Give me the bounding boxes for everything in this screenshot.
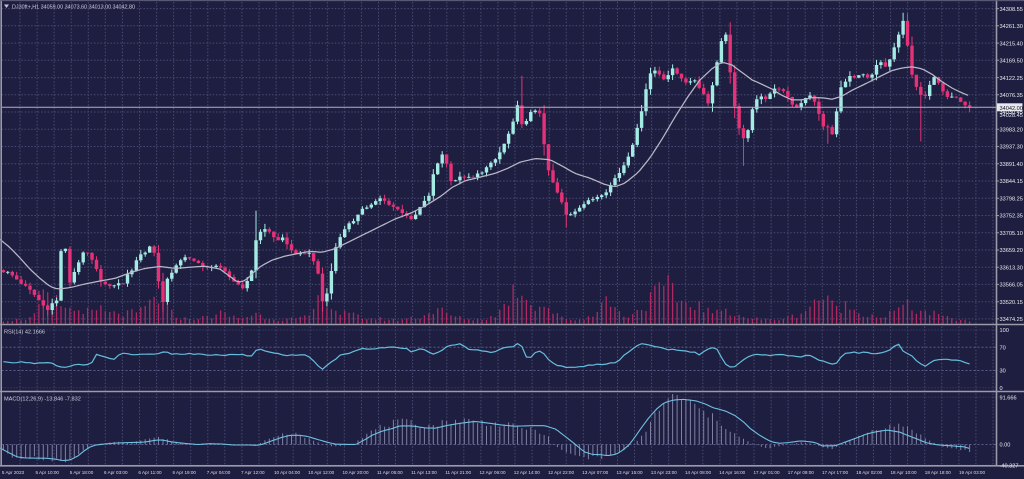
svg-text:33566.05: 33566.05 — [1000, 283, 1023, 289]
svg-text:33844.15: 33844.15 — [1000, 179, 1023, 185]
svg-text:34169.50: 34169.50 — [1000, 59, 1023, 65]
svg-text:33474.25: 33474.25 — [1000, 317, 1023, 323]
svg-text:33659.20: 33659.20 — [1000, 248, 1023, 254]
svg-text:5 Apr 18:00: 5 Apr 18:00 — [70, 470, 94, 475]
svg-text:34076.35: 34076.35 — [1000, 93, 1023, 99]
svg-text:10 Apr 20:00: 10 Apr 20:00 — [342, 470, 368, 475]
svg-text:19 Apr 03:00: 19 Apr 03:00 — [959, 470, 985, 475]
svg-text:13 Apr 07:00: 13 Apr 07:00 — [582, 470, 608, 475]
svg-text:-40.327: -40.327 — [1000, 464, 1019, 470]
svg-text:10 Apr 04:00: 10 Apr 04:00 — [274, 470, 300, 475]
svg-text:10 Apr 12:00: 10 Apr 12:00 — [308, 470, 334, 475]
svg-text:34215.40: 34215.40 — [1000, 41, 1023, 47]
svg-text:13 Apr 23:00: 13 Apr 23:00 — [651, 470, 677, 475]
svg-text:70: 70 — [1000, 346, 1006, 352]
svg-text:12 Apr 06:00: 12 Apr 06:00 — [479, 470, 505, 475]
svg-text:17 Apr 17:00: 17 Apr 17:00 — [822, 470, 848, 475]
svg-text:DJ30ft+,H1 34059.00 34073.60 3: DJ30ft+,H1 34059.00 34073.60 34013.00 34… — [12, 5, 135, 11]
svg-text:91.666: 91.666 — [1000, 395, 1017, 401]
svg-text:11 Apr 05:00: 11 Apr 05:00 — [377, 470, 403, 475]
svg-text:100: 100 — [1000, 328, 1009, 334]
svg-text:17 Apr 09:00: 17 Apr 09:00 — [788, 470, 814, 475]
svg-text:7 Apr 04:00: 7 Apr 04:00 — [207, 470, 231, 475]
svg-text:33613.30: 33613.30 — [1000, 265, 1023, 271]
svg-text:5 Apr 10:00: 5 Apr 10:00 — [35, 470, 59, 475]
svg-text:33752.35: 33752.35 — [1000, 214, 1023, 220]
svg-text:11 Apr 13:00: 11 Apr 13:00 — [411, 470, 437, 475]
svg-text:34042.00: 34042.00 — [1000, 106, 1023, 112]
svg-text:18 Apr 18:00: 18 Apr 18:00 — [925, 470, 951, 475]
svg-text:13 Apr 15:00: 13 Apr 15:00 — [616, 470, 642, 475]
svg-text:MACD(12,26,9) -13.846 -7.832: MACD(12,26,9) -13.846 -7.832 — [4, 397, 81, 403]
svg-text:33798.25: 33798.25 — [1000, 196, 1023, 202]
svg-text:14 Apr 16:00: 14 Apr 16:00 — [719, 470, 745, 475]
svg-text:RSI(14) 42.1666: RSI(14) 42.1666 — [4, 330, 45, 336]
svg-text:5 Apr 2023: 5 Apr 2023 — [2, 470, 25, 475]
svg-text:14 Apr 08:00: 14 Apr 08:00 — [685, 470, 711, 475]
svg-text:12 Apr 14:00: 12 Apr 14:00 — [514, 470, 540, 475]
svg-text:33520.15: 33520.15 — [1000, 300, 1023, 306]
svg-text:0.00: 0.00 — [1000, 443, 1011, 449]
svg-text:33983.20: 33983.20 — [1000, 128, 1023, 134]
svg-text:30: 30 — [1000, 369, 1006, 375]
svg-text:7 Apr 12:00: 7 Apr 12:00 — [241, 470, 265, 475]
svg-text:33705.10: 33705.10 — [1000, 231, 1023, 237]
svg-text:34261.30: 34261.30 — [1000, 24, 1023, 30]
svg-text:34030.45: 34030.45 — [1000, 110, 1023, 116]
svg-text:18 Apr 02:00: 18 Apr 02:00 — [856, 470, 882, 475]
svg-text:34122.25: 34122.25 — [1000, 76, 1023, 82]
svg-text:33937.30: 33937.30 — [1000, 145, 1023, 151]
svg-text:18 Apr 10:00: 18 Apr 10:00 — [890, 470, 916, 475]
svg-text:33891.40: 33891.40 — [1000, 162, 1023, 168]
svg-text:34308.55: 34308.55 — [1000, 7, 1023, 13]
svg-text:6 Apr 19:00: 6 Apr 19:00 — [172, 470, 196, 475]
svg-text:6 Apr 11:00: 6 Apr 11:00 — [138, 470, 162, 475]
svg-text:6 Apr 03:00: 6 Apr 03:00 — [104, 470, 128, 475]
svg-text:11 Apr 21:00: 11 Apr 21:00 — [445, 470, 471, 475]
svg-text:17 Apr 01:00: 17 Apr 01:00 — [753, 470, 779, 475]
svg-text:34028.45: 34028.45 — [1000, 113, 1023, 119]
svg-text:0: 0 — [1000, 386, 1003, 392]
svg-text:12 Apr 22:00: 12 Apr 22:00 — [548, 470, 574, 475]
